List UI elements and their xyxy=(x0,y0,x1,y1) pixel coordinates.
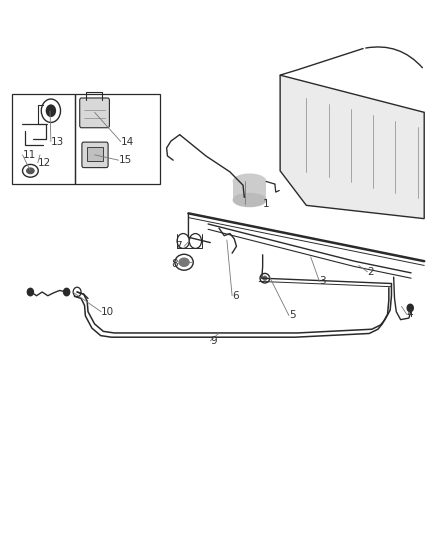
Text: 14: 14 xyxy=(121,136,134,147)
Bar xyxy=(87,148,103,161)
Circle shape xyxy=(27,288,33,296)
Ellipse shape xyxy=(262,276,268,281)
Bar xyxy=(233,181,266,200)
Text: 1: 1 xyxy=(263,199,269,209)
FancyBboxPatch shape xyxy=(82,142,108,167)
Text: 10: 10 xyxy=(101,306,114,317)
Ellipse shape xyxy=(233,193,266,207)
Ellipse shape xyxy=(233,174,266,189)
Text: 4: 4 xyxy=(407,309,413,319)
Circle shape xyxy=(407,304,413,312)
Polygon shape xyxy=(280,75,424,219)
Text: 8: 8 xyxy=(171,259,177,269)
Bar xyxy=(75,94,160,184)
Text: 7: 7 xyxy=(175,241,182,251)
FancyBboxPatch shape xyxy=(80,98,110,128)
Text: 6: 6 xyxy=(232,290,239,301)
Text: 3: 3 xyxy=(319,277,326,286)
Text: 13: 13 xyxy=(51,136,64,147)
Circle shape xyxy=(64,288,70,296)
Text: 12: 12 xyxy=(38,158,51,168)
Bar xyxy=(12,94,75,184)
Text: 5: 5 xyxy=(289,310,296,320)
Text: 2: 2 xyxy=(367,267,374,277)
Text: 15: 15 xyxy=(119,155,132,165)
Text: 9: 9 xyxy=(210,336,217,346)
Ellipse shape xyxy=(26,167,35,174)
Text: 11: 11 xyxy=(22,150,36,160)
Ellipse shape xyxy=(178,257,190,267)
Circle shape xyxy=(46,104,56,117)
